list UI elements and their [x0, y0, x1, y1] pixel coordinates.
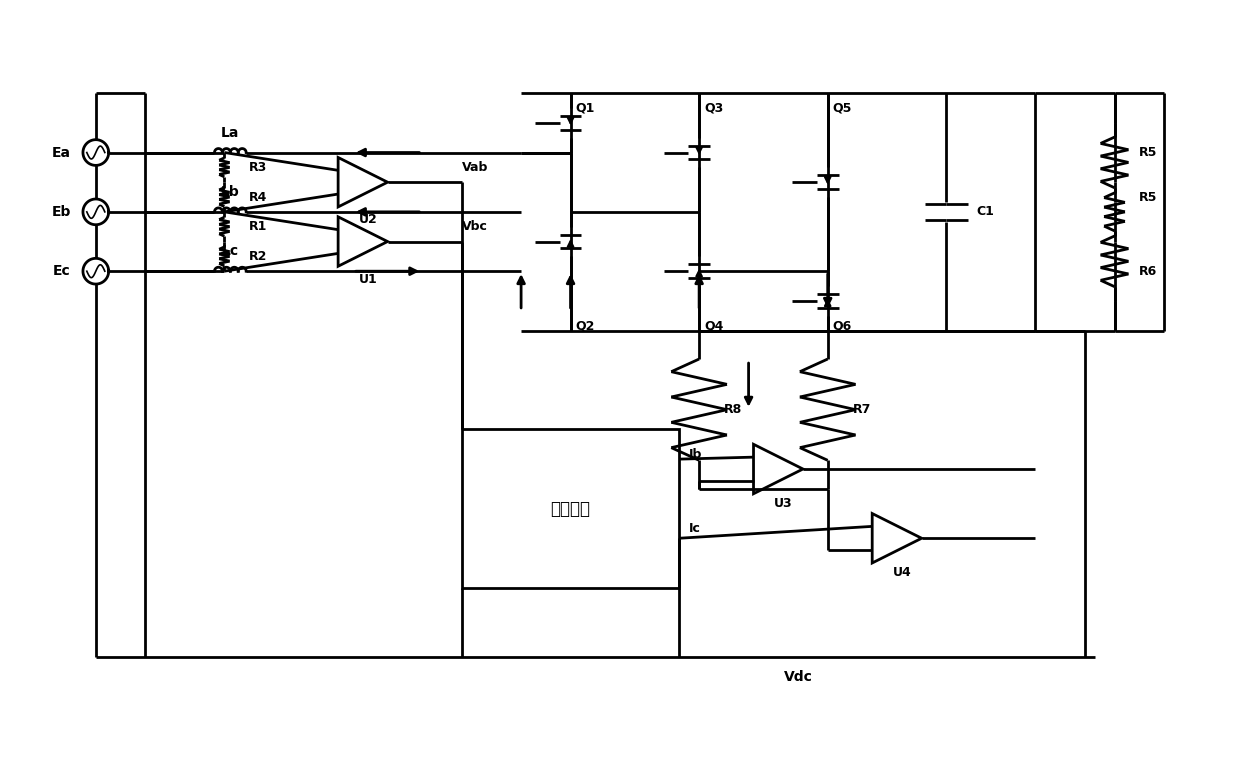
Text: R5: R5	[1140, 191, 1158, 204]
Text: Vab: Vab	[461, 161, 489, 174]
Text: R5: R5	[1140, 146, 1158, 159]
Text: Vdc: Vdc	[784, 670, 812, 684]
Text: La: La	[221, 125, 239, 140]
Text: U3: U3	[774, 497, 792, 510]
Text: Ea: Ea	[52, 145, 71, 160]
Text: R8: R8	[724, 403, 742, 416]
Text: Ib: Ib	[689, 448, 703, 461]
Text: Q6: Q6	[832, 319, 852, 332]
Text: R4: R4	[249, 191, 268, 204]
Text: Q1: Q1	[575, 102, 595, 115]
Bar	[461, 429, 680, 587]
Text: Q3: Q3	[704, 102, 723, 115]
Text: Q5: Q5	[832, 102, 852, 115]
Text: 处理电路: 处理电路	[551, 499, 590, 518]
Text: U1: U1	[358, 273, 377, 286]
Text: U4: U4	[893, 566, 911, 579]
Text: U2: U2	[358, 214, 377, 226]
Text: R3: R3	[249, 161, 268, 174]
Text: R7: R7	[852, 403, 870, 416]
Text: Lc: Lc	[222, 245, 239, 258]
Text: Q2: Q2	[575, 319, 595, 332]
Text: R1: R1	[249, 220, 268, 233]
Text: C1: C1	[976, 205, 994, 218]
Text: Lb: Lb	[221, 185, 239, 199]
Text: R2: R2	[249, 250, 268, 263]
Text: Ic: Ic	[689, 522, 701, 535]
Text: Eb: Eb	[52, 205, 71, 219]
Text: R6: R6	[1140, 264, 1157, 277]
Text: Ec: Ec	[52, 264, 71, 278]
Text: Vbc: Vbc	[461, 220, 487, 233]
Text: Q4: Q4	[704, 319, 723, 332]
